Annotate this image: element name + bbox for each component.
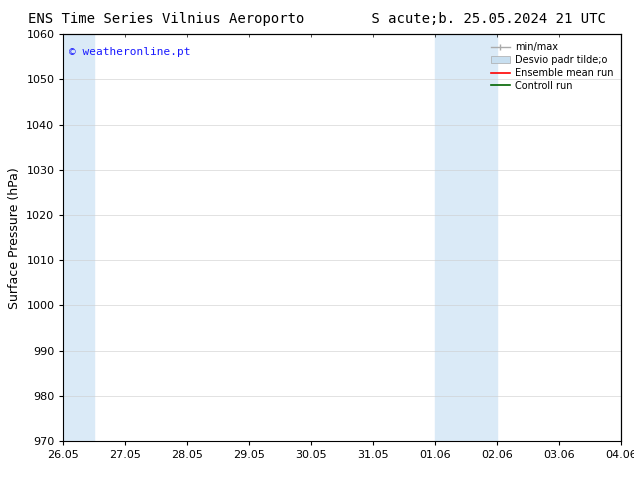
Text: © weatheronline.pt: © weatheronline.pt <box>69 47 190 56</box>
Bar <box>63 34 94 441</box>
Y-axis label: Surface Pressure (hPa): Surface Pressure (hPa) <box>8 167 21 309</box>
Legend: min/max, Desvio padr tilde;o, Ensemble mean run, Controll run: min/max, Desvio padr tilde;o, Ensemble m… <box>488 39 616 94</box>
Bar <box>436 34 497 441</box>
Text: ENS Time Series Vilnius Aeroporto        S acute;b. 25.05.2024 21 UTC: ENS Time Series Vilnius Aeroporto S acut… <box>28 12 606 26</box>
Bar <box>621 34 634 441</box>
